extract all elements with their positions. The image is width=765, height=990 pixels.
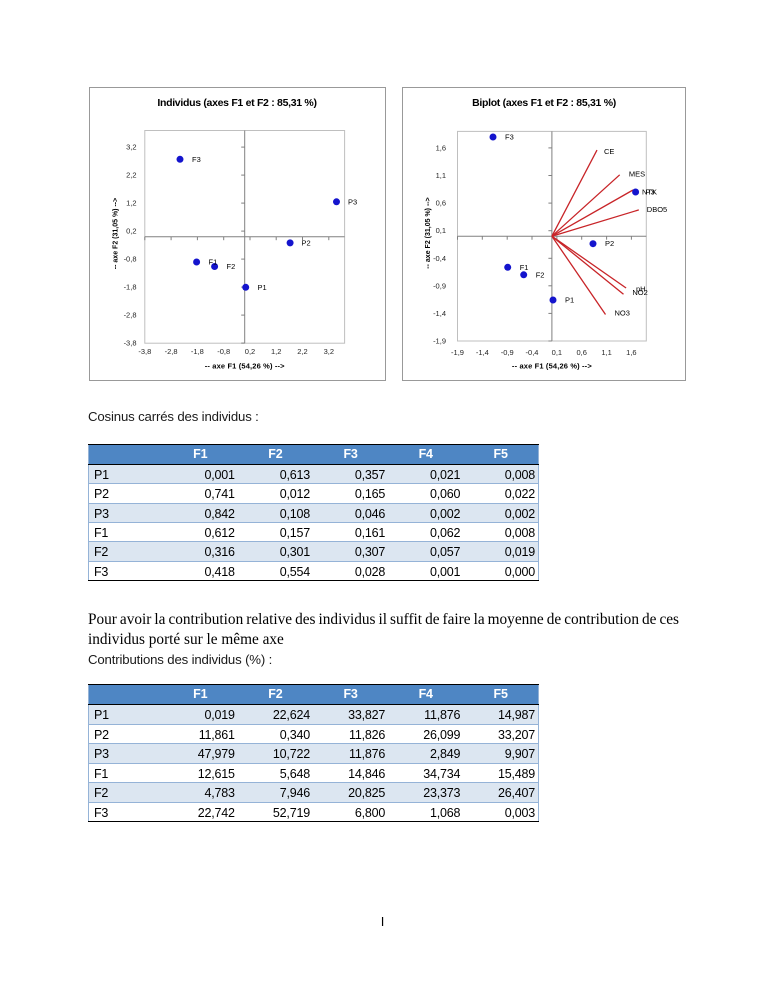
svg-text:F2: F2 xyxy=(227,262,236,271)
svg-text:-1,4: -1,4 xyxy=(433,309,446,318)
svg-text:F2: F2 xyxy=(536,270,545,279)
svg-text:0,6: 0,6 xyxy=(576,348,586,357)
svg-text:0,2: 0,2 xyxy=(126,227,136,236)
svg-text:MES: MES xyxy=(629,170,645,179)
svg-text:P2: P2 xyxy=(605,239,614,248)
svg-text:-2,8: -2,8 xyxy=(124,311,137,320)
svg-text:-1,4: -1,4 xyxy=(476,348,489,357)
svg-text:2,2: 2,2 xyxy=(126,171,136,180)
svg-text:DBO5: DBO5 xyxy=(647,205,667,214)
svg-text:NO2: NO2 xyxy=(632,288,647,297)
svg-text:-1,9: -1,9 xyxy=(433,337,446,346)
svg-text:NO3: NO3 xyxy=(615,309,630,318)
svg-text:1,6: 1,6 xyxy=(436,143,446,152)
svg-text:NTK: NTK xyxy=(642,188,657,197)
svg-text:F1: F1 xyxy=(209,258,218,267)
svg-text:F1: F1 xyxy=(520,263,529,272)
svg-text:0,2: 0,2 xyxy=(245,347,255,356)
svg-text:0,1: 0,1 xyxy=(436,226,446,235)
svg-text:P3: P3 xyxy=(348,197,357,206)
svg-text:-0,8: -0,8 xyxy=(124,255,137,264)
svg-text:P3: P3 xyxy=(646,188,655,197)
svg-text:-- axe F2 (31,05 %) -->: -- axe F2 (31,05 %) --> xyxy=(425,197,432,268)
svg-text:1,1: 1,1 xyxy=(436,171,446,180)
svg-text:P1: P1 xyxy=(258,283,267,292)
svg-text:-0,4: -0,4 xyxy=(433,254,446,263)
svg-text:CE: CE xyxy=(604,147,614,156)
svg-text:3,2: 3,2 xyxy=(126,143,136,152)
svg-text:pH: pH xyxy=(636,285,646,294)
svg-text:P1: P1 xyxy=(565,296,574,305)
svg-text:-1,8: -1,8 xyxy=(124,283,137,292)
svg-text:2,2: 2,2 xyxy=(297,347,307,356)
svg-text:-3,8: -3,8 xyxy=(124,339,137,348)
svg-text:-- axe F1 (54,26 %) -->: -- axe F1 (54,26 %) --> xyxy=(205,362,285,371)
svg-text:-0,9: -0,9 xyxy=(501,348,514,357)
svg-text:1,2: 1,2 xyxy=(271,347,281,356)
svg-text:-2,8: -2,8 xyxy=(165,347,178,356)
svg-text:Biplot (axes F1 et F2 : 85,31: Biplot (axes F1 et F2 : 85,31 %) xyxy=(472,97,616,109)
svg-text:-0,8: -0,8 xyxy=(217,347,230,356)
svg-text:Individus (axes F1 et F2 : 85,: Individus (axes F1 et F2 : 85,31 %) xyxy=(157,97,316,109)
svg-text:-- axe F2 (31,05 %) -->: -- axe F2 (31,05 %) --> xyxy=(113,198,120,269)
svg-text:1,6: 1,6 xyxy=(626,348,636,357)
svg-text:F3: F3 xyxy=(505,133,514,142)
svg-text:-1,9: -1,9 xyxy=(451,348,464,357)
svg-text:-0,9: -0,9 xyxy=(433,281,446,290)
svg-text:P2: P2 xyxy=(302,238,311,247)
svg-text:-3,8: -3,8 xyxy=(138,347,151,356)
svg-text:0,6: 0,6 xyxy=(436,199,446,208)
svg-text:0,1: 0,1 xyxy=(552,348,562,357)
svg-text:-0,4: -0,4 xyxy=(526,348,539,357)
svg-text:F3: F3 xyxy=(192,155,201,164)
svg-text:-1,8: -1,8 xyxy=(191,347,204,356)
svg-text:1,2: 1,2 xyxy=(126,199,136,208)
svg-text:3,2: 3,2 xyxy=(324,347,334,356)
svg-text:-- axe F1 (54,26 %) -->: -- axe F1 (54,26 %) --> xyxy=(512,362,592,371)
svg-text:1,1: 1,1 xyxy=(601,348,611,357)
